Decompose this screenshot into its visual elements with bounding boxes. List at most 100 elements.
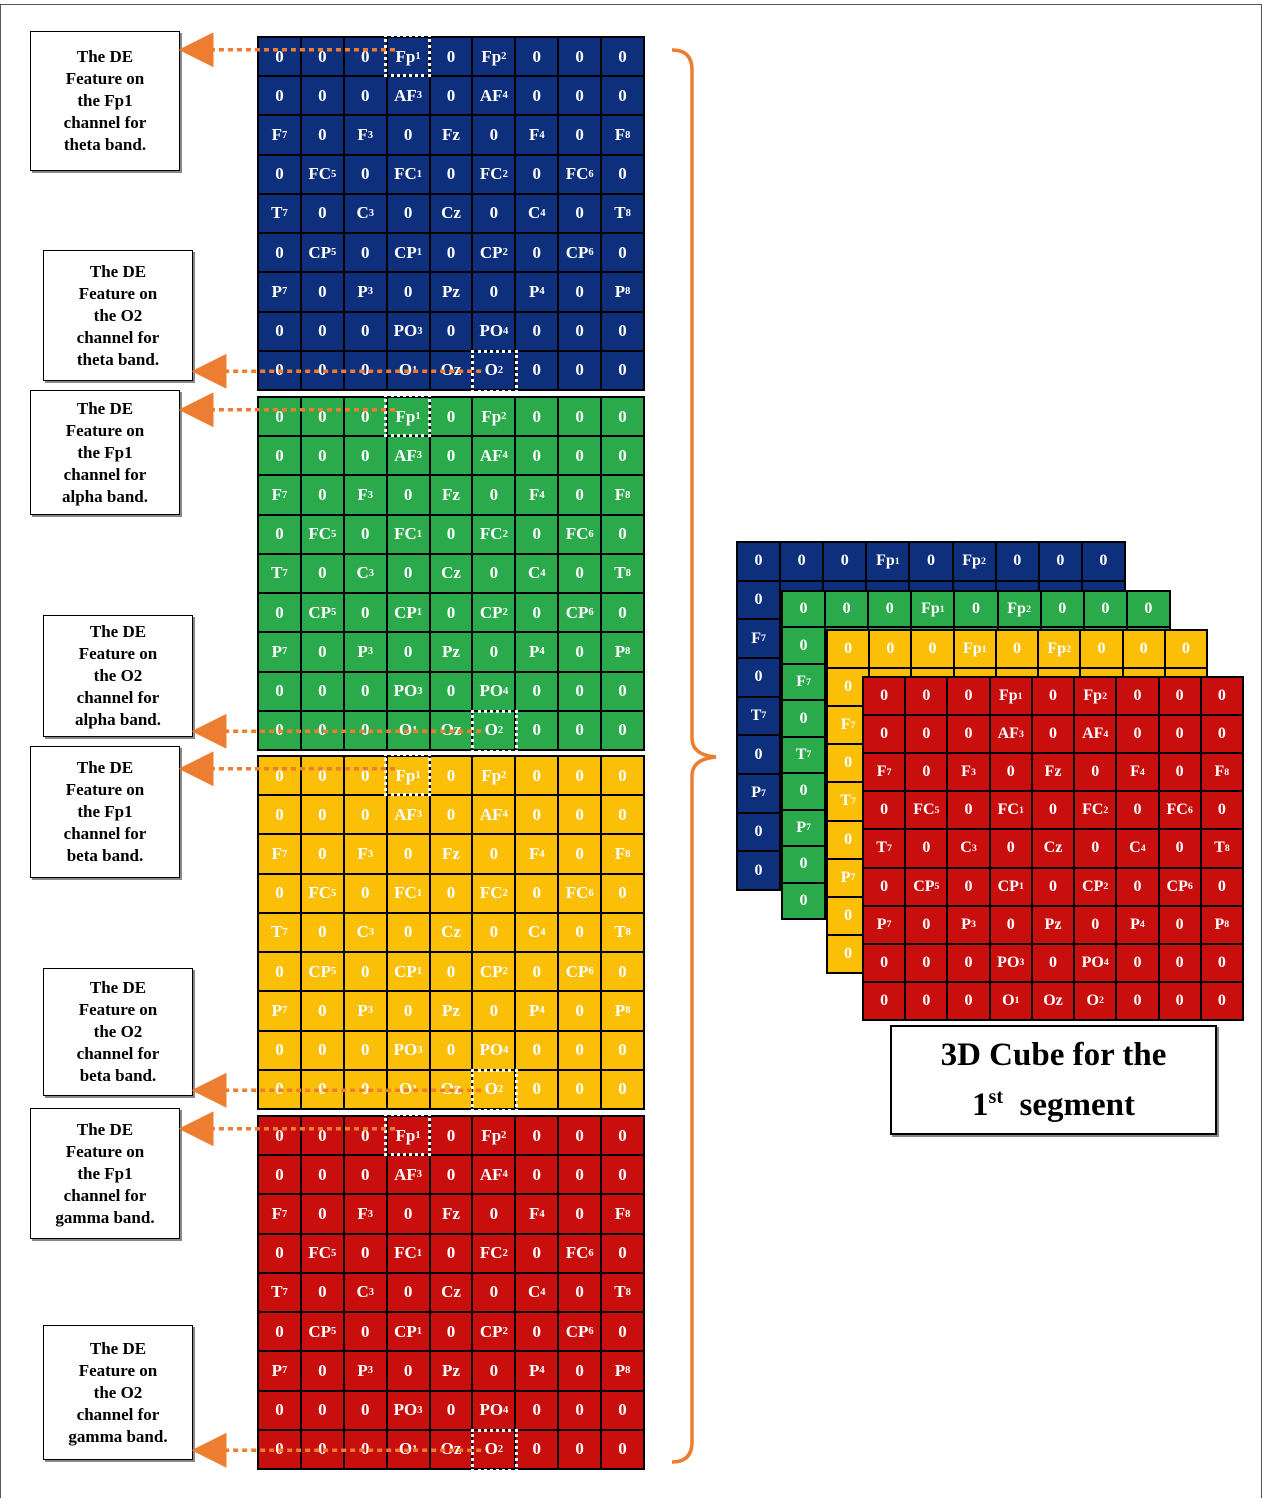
cell-label: P (357, 641, 368, 661)
cell-label: 0 (446, 804, 456, 824)
cell-label: Fz (442, 485, 460, 505)
cell-label: F (614, 1204, 626, 1224)
grid-cell: 0 (1200, 867, 1243, 906)
cell-label: 0 (840, 552, 849, 570)
grid-cell: 0 (258, 76, 301, 116)
cell-label: 0 (360, 1079, 370, 1099)
cell-label: 0 (880, 953, 889, 971)
grid-cell: 0 (300, 475, 344, 515)
grid-cell: 0 (515, 1116, 559, 1156)
cell-subscript: 3 (367, 1365, 374, 1377)
cell-subscript: 6 (588, 1247, 594, 1259)
grid-cell: Cz (429, 912, 473, 953)
cell-subscript: 3 (416, 1169, 423, 1181)
cell-label: Fp (481, 406, 502, 426)
cell-label: 0 (618, 681, 627, 701)
cell-subscript: 7 (761, 710, 767, 722)
cell-label: 0 (275, 883, 284, 903)
cell-label: 0 (844, 906, 853, 924)
cell-label: 0 (618, 720, 627, 740)
cell-subscript: 1 (415, 411, 421, 423)
cell-label: PO (479, 1400, 504, 1420)
grid-cell: 0 (386, 1272, 430, 1313)
cell-label: 0 (318, 765, 327, 785)
grid-cell: 0 (558, 37, 602, 77)
cell-label: PO (479, 681, 504, 701)
cell-label: 0 (318, 922, 327, 942)
grid-cell: 0 (1083, 591, 1127, 628)
cell-label: 0 (532, 1125, 542, 1145)
cell-label: CP (308, 242, 332, 262)
grid-cell: 0 (515, 436, 559, 476)
grid-cell: 0 (386, 272, 430, 312)
grid-cell: 0 (343, 1030, 387, 1070)
grid-cell: 0 (558, 912, 602, 953)
cell-label: 0 (318, 1000, 327, 1020)
cell-label: 0 (360, 85, 370, 105)
cell-label: Fp (395, 46, 416, 66)
grid-cell: 0 (601, 671, 644, 711)
cell-label: 0 (1139, 640, 1148, 658)
grid-cell: 0 (515, 76, 559, 116)
grid-cell: 0 (558, 756, 602, 796)
grid-cell: 0 (601, 1233, 644, 1273)
cell-label: 0 (799, 782, 808, 800)
grid-cell: Cz (429, 193, 473, 234)
cell-label: 0 (1175, 991, 1184, 1009)
cell-subscript: 1 (1014, 995, 1020, 1007)
cell-subscript: 5 (331, 528, 337, 540)
cell-subscript: 3 (417, 1044, 423, 1056)
cell-label: P (271, 1000, 282, 1020)
cell-label: Pz (442, 281, 460, 301)
grid-cell: 0 (558, 671, 602, 711)
grid-cell: 0 (1031, 715, 1075, 754)
grid-cell: 0 (1158, 753, 1201, 792)
cell-label: 0 (403, 922, 413, 942)
cell-subscript: 4 (539, 286, 545, 298)
cell-label: P (528, 641, 540, 661)
grid-cell: 0 (601, 1312, 644, 1352)
cell-subscript: 4 (539, 848, 545, 860)
cell-label: 0 (1144, 600, 1153, 618)
grid-cell: 0 (905, 905, 948, 944)
cell-label: T (271, 1282, 283, 1302)
cell-subscript: 5 (934, 881, 940, 893)
grid-cell: 0 (601, 436, 644, 476)
grid-cell: 0 (1158, 715, 1201, 754)
cell-label: T (614, 563, 626, 583)
cell-label: 0 (318, 1282, 327, 1302)
cell-label: 0 (360, 1400, 370, 1420)
grid-cell: 0 (1158, 943, 1201, 982)
cell-label: 0 (880, 687, 889, 705)
label-o2-beta: The DE Feature on the O2 channel for bet… (43, 968, 193, 1096)
grid-cell: 0 (429, 76, 473, 116)
grid-cell: 0 (601, 756, 644, 796)
cell-label: 0 (1175, 763, 1184, 781)
cell-label: 0 (922, 953, 931, 971)
cell-label: 0 (575, 1079, 584, 1099)
label-text: The DE Feature on the Fp1 channel for al… (62, 398, 148, 506)
grid-cell: 0 (515, 873, 559, 913)
cell-label: Fp (481, 46, 502, 66)
cell-subscript: 2 (501, 1130, 507, 1142)
grid-cell: 0 (258, 514, 301, 554)
grid-cell: 0 (300, 1155, 344, 1195)
cell-label: CP (913, 877, 935, 895)
cell-label: 0 (532, 602, 542, 622)
grid-cell: Fp 2 (472, 37, 516, 77)
cell-label: 0 (446, 883, 456, 903)
cell-label: 0 (575, 1439, 584, 1459)
grid-cell: 0 (472, 475, 516, 515)
